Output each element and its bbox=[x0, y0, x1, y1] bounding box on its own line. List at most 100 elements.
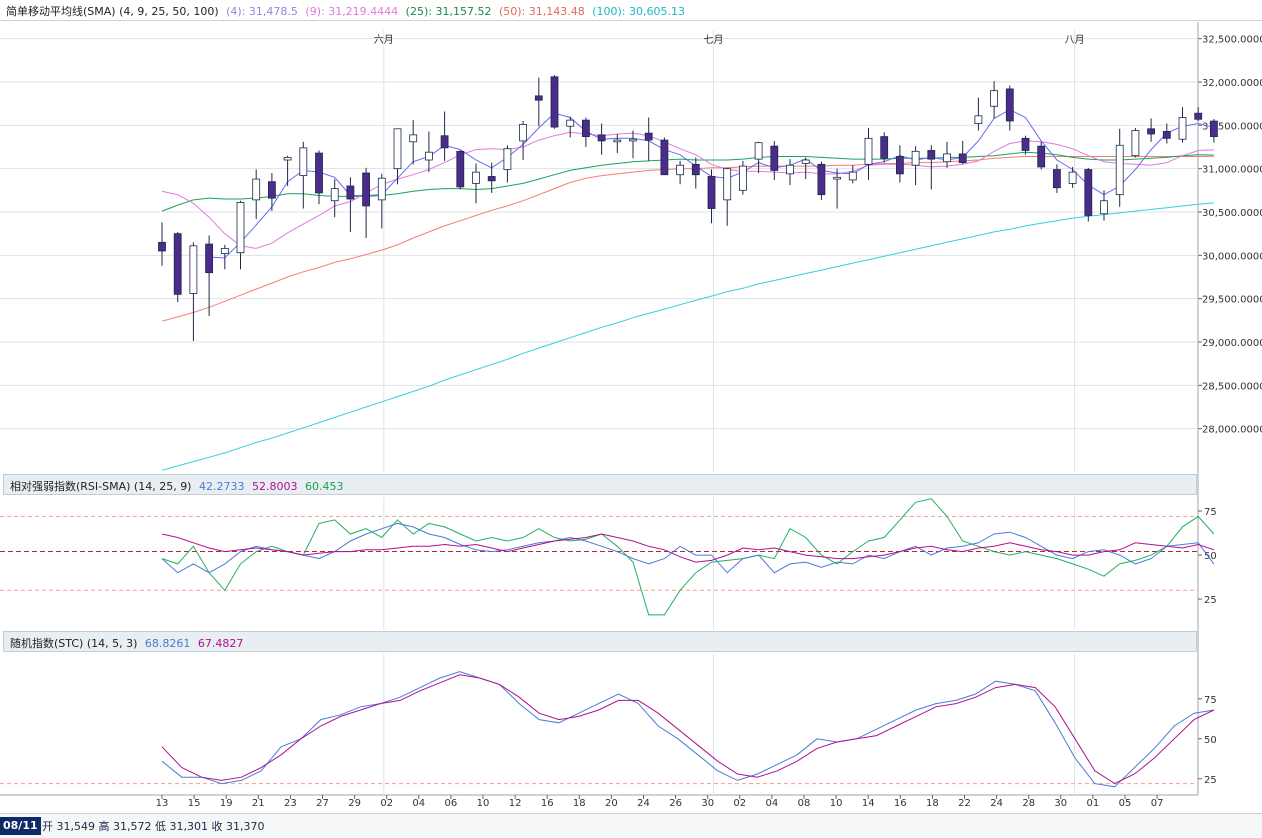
candle-body bbox=[629, 138, 637, 142]
candle-body bbox=[1084, 169, 1093, 216]
stc-k-line bbox=[161, 671, 1214, 788]
candle-body bbox=[723, 168, 732, 201]
sma50-value: (50): 31,143.48 bbox=[498, 5, 585, 18]
sma25-value: (25): 31,157.52 bbox=[405, 5, 492, 18]
close-value: 31,370 bbox=[226, 820, 265, 833]
price-tick-label: 31,500.0000 bbox=[1202, 121, 1262, 132]
month-label: 七月 bbox=[704, 34, 724, 46]
candle-body bbox=[362, 172, 371, 207]
price-tick-label: 31,000.0000 bbox=[1202, 165, 1262, 176]
x-tick-label: 23 bbox=[284, 798, 297, 809]
x-tick-label: 15 bbox=[188, 798, 201, 809]
low-label: 低 bbox=[155, 820, 166, 833]
candle-body bbox=[1005, 88, 1014, 122]
date-badge: 08/11 bbox=[0, 817, 41, 835]
sma-title: 简单移动平均线(SMA) (4, 9, 25, 50, 100) bbox=[6, 5, 219, 18]
candle-body bbox=[943, 153, 951, 163]
candle-body bbox=[911, 150, 920, 166]
candle-body bbox=[346, 185, 355, 200]
x-tick-label: 06 bbox=[445, 798, 458, 809]
candle-body bbox=[582, 119, 590, 137]
candle-body bbox=[880, 136, 889, 159]
x-tick-label: 08 bbox=[798, 798, 811, 809]
x-tick-label: 02 bbox=[380, 798, 393, 809]
price-tick-label: 30,500.0000 bbox=[1202, 208, 1262, 219]
price-tick-label: 30,000.0000 bbox=[1202, 251, 1262, 262]
candle-body bbox=[660, 139, 669, 176]
x-tick-label: 13 bbox=[156, 798, 169, 809]
x-tick-label: 10 bbox=[477, 798, 490, 809]
x-tick-label: 26 bbox=[669, 798, 682, 809]
low-value: 31,301 bbox=[169, 820, 209, 833]
candle-body bbox=[267, 181, 276, 199]
candle-body bbox=[644, 132, 653, 141]
candle-body bbox=[519, 124, 527, 142]
candle-body bbox=[283, 156, 292, 161]
candle-body bbox=[409, 134, 418, 143]
candle-body bbox=[566, 119, 575, 127]
rsi-value-1: 42.2733 bbox=[198, 480, 245, 493]
candle-body bbox=[1100, 200, 1108, 215]
rsi-value-2: 52.8003 bbox=[251, 480, 298, 493]
x-tick-label: 02 bbox=[733, 798, 746, 809]
candle-body bbox=[1053, 169, 1061, 189]
candle-body bbox=[377, 177, 386, 201]
candle-body bbox=[503, 148, 512, 170]
candle-body bbox=[1178, 117, 1187, 140]
stc-value-1: 68.8261 bbox=[144, 637, 191, 650]
rsi-sma9-line bbox=[161, 498, 1215, 616]
candle-body bbox=[220, 247, 229, 254]
x-tick-label: 22 bbox=[958, 798, 971, 809]
candle-body bbox=[534, 95, 543, 101]
candle-body bbox=[472, 171, 480, 184]
ohlc-readout: 开 31,549 高 31,572 低 31,301 收 31,370 bbox=[42, 818, 265, 834]
rsi-sma25-line bbox=[161, 533, 1215, 563]
candle-body bbox=[550, 76, 559, 128]
x-tick-label: 21 bbox=[252, 798, 265, 809]
candle-body bbox=[848, 171, 857, 181]
sma100-value: (100): 30,605.13 bbox=[592, 5, 685, 18]
high-value: 31,572 bbox=[113, 820, 152, 833]
x-tick-label: 12 bbox=[509, 798, 522, 809]
rsi-tick-label: 25 bbox=[1204, 595, 1217, 606]
x-tick-label: 30 bbox=[1054, 798, 1067, 809]
month-label: 八月 bbox=[1065, 34, 1085, 46]
candle-body bbox=[739, 165, 747, 191]
candle-body bbox=[691, 163, 700, 176]
candle-body bbox=[205, 243, 214, 274]
rsi-tick-label: 75 bbox=[1204, 507, 1217, 518]
candle-body bbox=[393, 128, 402, 170]
candle-body bbox=[833, 176, 841, 180]
sma9-value: (9): 31,219.4444 bbox=[305, 5, 399, 18]
rsi-title: 相对强弱指数(RSI-SMA) (14, 25, 9) bbox=[10, 480, 192, 493]
sma100-line bbox=[161, 202, 1214, 471]
candle-body bbox=[896, 156, 904, 175]
candle-body bbox=[1162, 130, 1171, 139]
x-tick-label: 24 bbox=[637, 798, 650, 809]
x-tick-label: 05 bbox=[1119, 798, 1132, 809]
candle-body bbox=[770, 145, 779, 171]
candle-body bbox=[786, 164, 794, 175]
stc-tick-label: 75 bbox=[1204, 695, 1217, 706]
x-tick-label: 27 bbox=[316, 798, 329, 809]
x-tick-label: 16 bbox=[541, 798, 554, 809]
candle-body bbox=[1131, 130, 1140, 157]
price-tick-label: 29,000.0000 bbox=[1202, 338, 1262, 349]
x-tick-label: 19 bbox=[220, 798, 233, 809]
candle-body bbox=[1037, 145, 1046, 168]
ohlc-footer: 08/11 开 31,549 高 31,572 低 31,301 收 31,37… bbox=[0, 813, 1262, 838]
x-tick-label: 29 bbox=[348, 798, 361, 809]
rsi-tick-label: 50 bbox=[1204, 551, 1217, 562]
x-tick-label: 28 bbox=[1022, 798, 1035, 809]
candle-body bbox=[315, 152, 323, 194]
candle-body bbox=[1115, 144, 1124, 196]
candle-body bbox=[330, 188, 339, 202]
close-label: 收 bbox=[211, 820, 223, 833]
candle-body bbox=[801, 159, 810, 164]
x-tick-label: 14 bbox=[862, 798, 875, 809]
x-tick-label: 01 bbox=[1087, 798, 1100, 809]
candle-body bbox=[424, 151, 433, 161]
chart-canvas[interactable]: 32,500.0000 32,000.0000 31,500.0000 31,000.… bbox=[0, 0, 1262, 813]
candle-body bbox=[1210, 120, 1218, 138]
x-tick-label: 04 bbox=[412, 798, 425, 809]
